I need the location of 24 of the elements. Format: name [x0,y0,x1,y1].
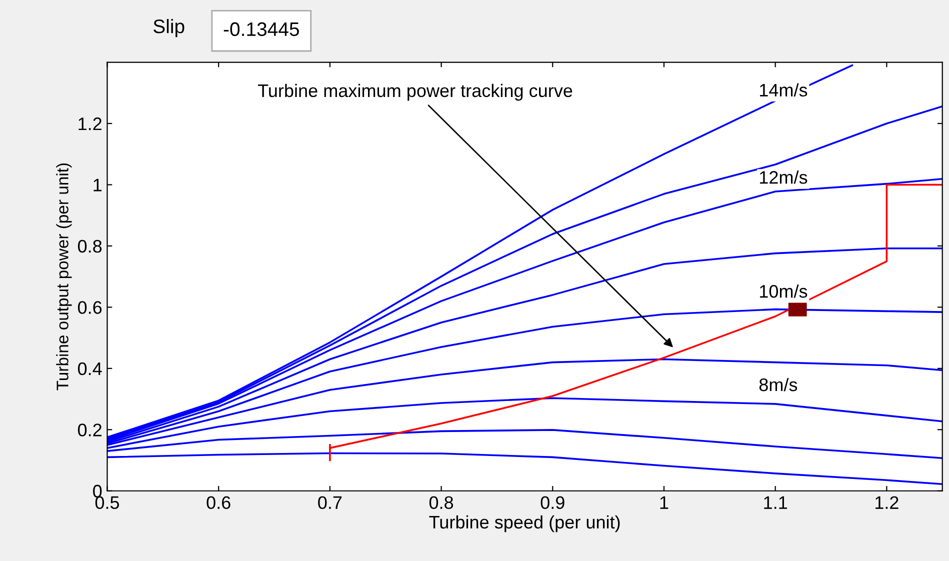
annotation: Turbine maximum power tracking curve [258,84,572,101]
series-label: 12m/s [760,170,808,184]
y-tick-label: 1.2 [78,117,102,130]
x-axis-title: Turbine speed (per unit) [429,515,620,532]
series-label: 10m/s [760,284,808,298]
x-tick-label: 0.6 [206,496,230,509]
y-tick-label: 0.2 [78,424,102,436]
y-tick-label: 1 [94,178,102,192]
y-tick-label: 0 [93,484,102,498]
y-tick-label: 0.6 [78,301,102,314]
x-tick-label: 0.8 [429,496,454,509]
text: -0.13445 [224,22,299,36]
x-tick-label: 1 [660,496,668,509]
x-tick-label: 0.5 [95,496,120,509]
series-label: 8m/s [759,378,798,392]
x-tick-label: 0.9 [540,496,564,509]
y-tick-label: 0.4 [78,362,102,376]
y-axis-title: Turbine output power (per unit) [56,163,72,390]
x-tick-label: 0.7 [318,496,342,509]
series-label: 14m/s [760,83,808,97]
y-tick-label: 0.8 [78,240,102,253]
text: Slip [154,18,184,38]
x-tick-label: 1.2 [876,496,898,509]
x-tick-label: 1.1 [764,496,788,509]
